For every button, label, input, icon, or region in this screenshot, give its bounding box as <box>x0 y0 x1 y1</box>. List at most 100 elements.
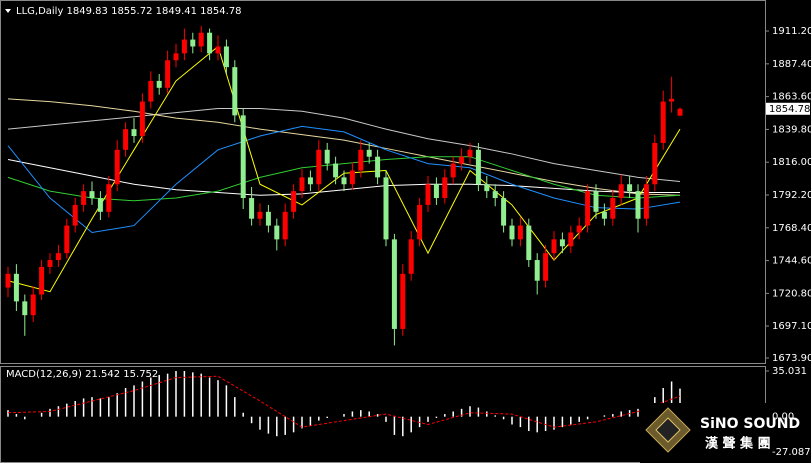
y-tick-label: 1863.60 <box>772 92 811 103</box>
macd-title: MACD(12,26,9) 21.542 15.752 <box>6 369 158 380</box>
candle-body <box>543 253 549 281</box>
candle-body <box>358 149 364 171</box>
candle-body <box>459 156 465 164</box>
candle-body <box>47 260 53 267</box>
candle-body <box>593 191 599 212</box>
moving-average <box>7 98 681 196</box>
candle-body <box>13 273 19 302</box>
candle-body <box>568 232 574 247</box>
candle-body <box>660 101 666 143</box>
candle-body <box>391 239 397 329</box>
candle-body <box>64 225 70 254</box>
candle-body <box>307 177 313 185</box>
candle-body <box>400 273 406 329</box>
y-tick-label: 1792.20 <box>772 190 811 201</box>
candle-body <box>257 211 263 219</box>
y-tick-label: 1744.60 <box>772 256 811 267</box>
candle-body <box>383 177 389 240</box>
candle-body <box>22 301 28 316</box>
candle-body <box>467 149 473 157</box>
moving-average <box>7 156 681 202</box>
y-tick-label: 1887.40 <box>772 59 811 70</box>
candle-body <box>442 177 448 199</box>
candle-body <box>450 163 456 178</box>
candle-body <box>97 198 103 212</box>
candle-body <box>156 80 162 88</box>
moving-average <box>7 107 681 182</box>
candle-body <box>240 115 246 199</box>
candle-body <box>610 198 616 219</box>
y-tick-label: 1720.80 <box>772 288 811 299</box>
candle-body <box>72 204 78 226</box>
y-tick-label: 1673.90 <box>772 353 811 364</box>
candle-body <box>81 191 87 205</box>
logo-inner <box>655 417 681 443</box>
candle-body <box>55 253 61 261</box>
candle-body <box>148 80 154 102</box>
candle-body <box>601 211 607 219</box>
candle-body <box>181 39 187 54</box>
candle-body <box>585 191 591 226</box>
candle-body <box>484 184 490 192</box>
candle-body <box>501 198 507 226</box>
candle-body <box>526 225 532 261</box>
candle-body <box>5 273 11 288</box>
candle-body <box>333 163 339 178</box>
candle-body <box>249 198 255 219</box>
candle-body <box>635 191 641 219</box>
candle-body <box>509 225 515 240</box>
signal-line <box>7 375 681 428</box>
candle-body <box>190 39 196 47</box>
last-price-label: 1854.78 <box>769 104 810 115</box>
candle-body <box>106 184 112 212</box>
candle-body <box>425 184 431 205</box>
candle-body <box>223 46 229 68</box>
y-tick-label: -27.087 <box>772 447 811 458</box>
candle-body <box>643 184 649 219</box>
candle-body <box>291 191 297 212</box>
menu-arrow[interactable] <box>5 9 11 13</box>
candle-body <box>341 177 347 185</box>
candle-body <box>265 211 271 226</box>
candle-body <box>165 60 171 88</box>
candle-body <box>366 149 372 157</box>
candle-body <box>324 149 330 164</box>
candle-body <box>417 204 423 240</box>
candle-body <box>349 170 355 185</box>
candle-body <box>576 225 582 233</box>
candle-body <box>89 191 95 199</box>
candle-body <box>299 177 305 192</box>
candle-body <box>618 184 624 199</box>
y-tick-label: 1839.80 <box>772 124 811 135</box>
y-tick-label: 1816.00 <box>772 157 811 168</box>
candle-body <box>677 108 683 116</box>
candle-body <box>517 225 523 240</box>
y-tick-label: 35.031 <box>772 366 807 377</box>
candle-body <box>408 239 414 274</box>
chart-header: LLG,Daily 1849.83 1855.72 1849.41 1854.7… <box>16 6 242 17</box>
logo-subtitle: 漢 聲 集 團 <box>705 436 771 452</box>
moving-average <box>7 125 681 234</box>
candle-body <box>30 294 36 316</box>
candle-body <box>282 211 288 240</box>
main-panel <box>0 0 766 364</box>
candle-body <box>475 149 481 185</box>
candle-body <box>123 129 129 150</box>
candle-body <box>433 184 439 199</box>
candle-body <box>551 239 557 254</box>
candle-body <box>131 129 137 137</box>
moving-average <box>7 45 681 293</box>
candle-body <box>375 156 381 178</box>
candle-body <box>198 32 204 47</box>
candle-body <box>215 46 221 54</box>
candle-body <box>274 225 280 240</box>
candle-body <box>316 149 322 185</box>
candle-body <box>492 191 498 199</box>
candle-body <box>114 149 120 185</box>
candle-body <box>207 32 213 54</box>
y-tick-label: 0.00 <box>772 412 794 423</box>
candle-body <box>669 98 675 102</box>
candle-body <box>559 239 565 247</box>
logo-name: SiNO SOUND <box>700 416 800 432</box>
logo: SiNO SOUND 漢 聲 集 團 <box>640 403 800 463</box>
